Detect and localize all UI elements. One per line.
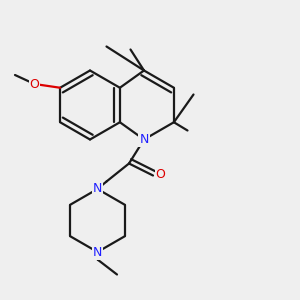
Text: N: N [93,245,102,259]
Text: N: N [139,133,149,146]
Text: O: O [156,167,165,181]
Text: O: O [30,77,39,91]
Text: N: N [93,182,102,196]
